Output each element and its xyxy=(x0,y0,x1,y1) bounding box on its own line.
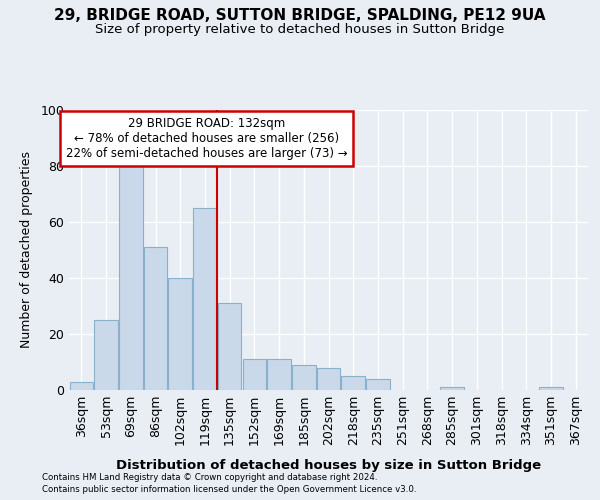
Bar xyxy=(317,368,340,390)
Bar xyxy=(268,359,291,390)
Y-axis label: Number of detached properties: Number of detached properties xyxy=(20,152,34,348)
Text: Size of property relative to detached houses in Sutton Bridge: Size of property relative to detached ho… xyxy=(95,22,505,36)
Bar xyxy=(366,379,389,390)
Bar xyxy=(94,320,118,390)
Bar xyxy=(70,382,93,390)
Bar xyxy=(242,359,266,390)
Text: 29, BRIDGE ROAD, SUTTON BRIDGE, SPALDING, PE12 9UA: 29, BRIDGE ROAD, SUTTON BRIDGE, SPALDING… xyxy=(54,8,546,22)
Text: Contains HM Land Registry data © Crown copyright and database right 2024.: Contains HM Land Registry data © Crown c… xyxy=(42,472,377,482)
Bar xyxy=(539,387,563,390)
Bar xyxy=(440,387,464,390)
X-axis label: Distribution of detached houses by size in Sutton Bridge: Distribution of detached houses by size … xyxy=(116,459,541,472)
Text: 29 BRIDGE ROAD: 132sqm
← 78% of detached houses are smaller (256)
22% of semi-de: 29 BRIDGE ROAD: 132sqm ← 78% of detached… xyxy=(66,117,347,160)
Bar xyxy=(341,376,365,390)
Bar xyxy=(218,303,241,390)
Bar xyxy=(144,247,167,390)
Bar xyxy=(292,365,316,390)
Bar xyxy=(119,152,143,390)
Bar xyxy=(193,208,217,390)
Bar xyxy=(169,278,192,390)
Text: Contains public sector information licensed under the Open Government Licence v3: Contains public sector information licen… xyxy=(42,485,416,494)
